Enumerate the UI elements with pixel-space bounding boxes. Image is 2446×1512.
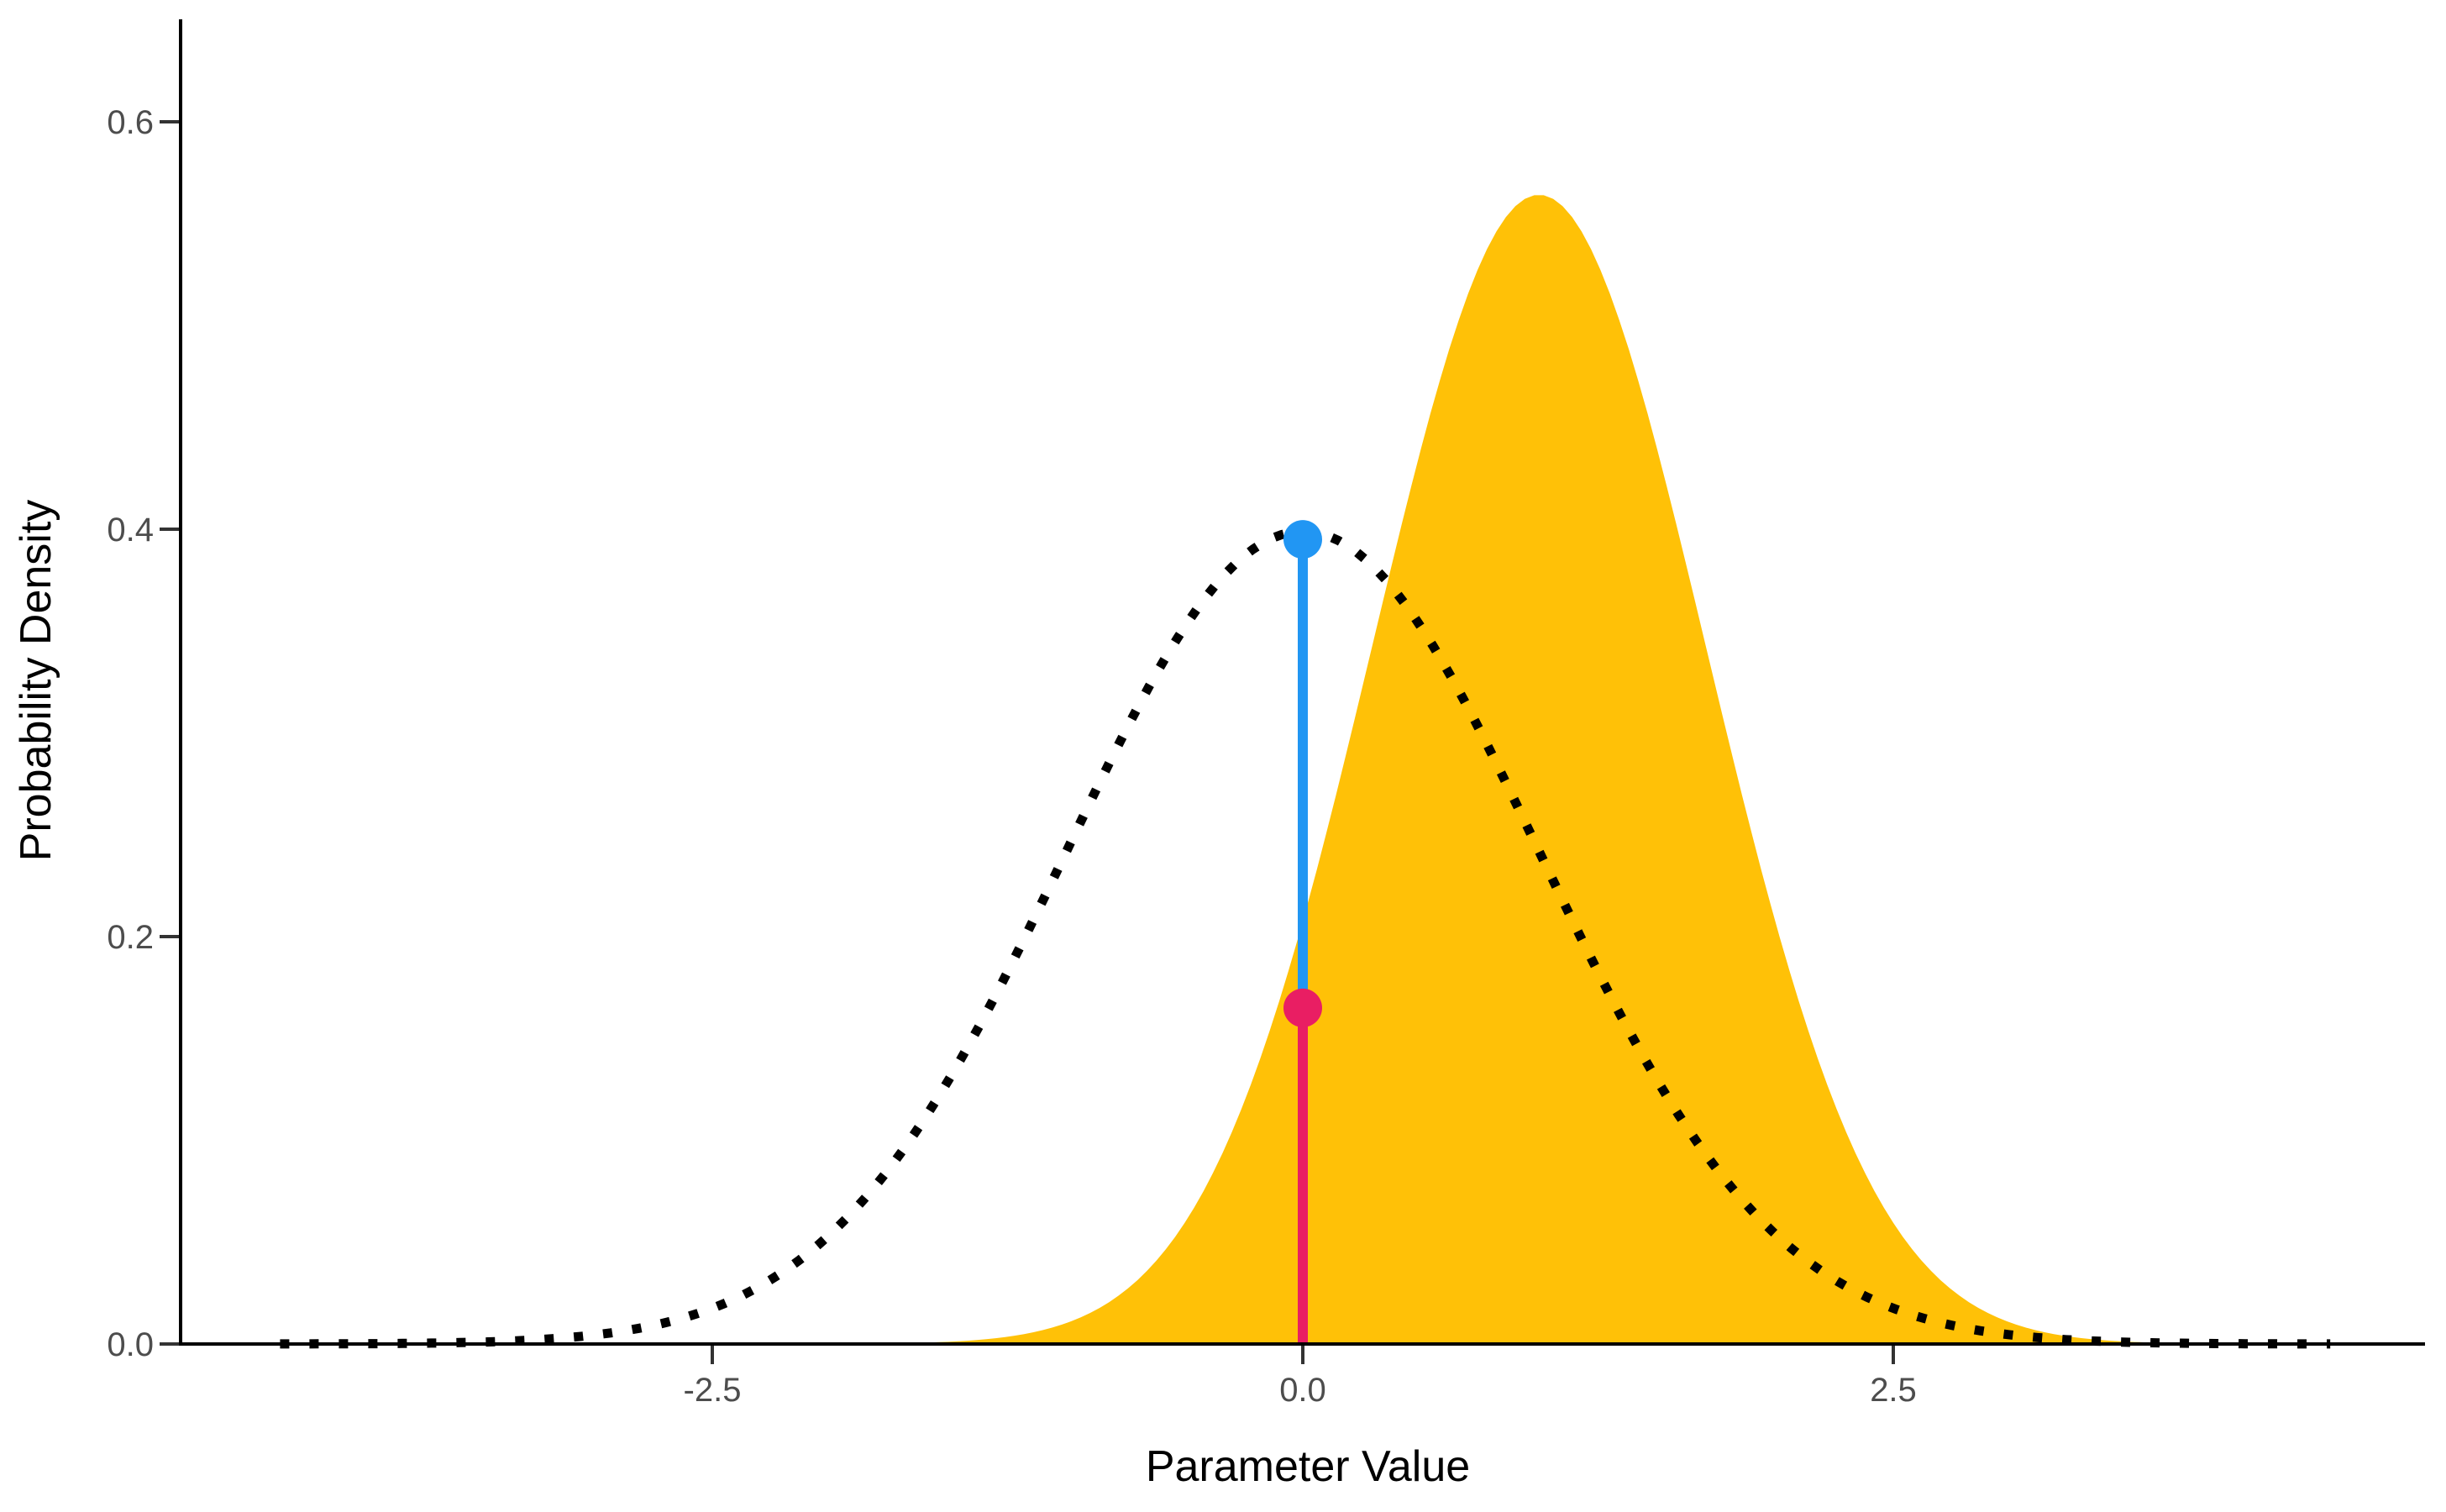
y-axis-title: Probability Density	[12, 500, 60, 862]
marker-dot-layer	[1283, 520, 1322, 1027]
posterior-density-marker-dot	[1283, 988, 1322, 1027]
x-tick-label: 0.0	[1279, 1372, 1326, 1409]
posterior-density-area	[712, 195, 2366, 1345]
posterior-density-area-layer	[712, 195, 2366, 1345]
y-tick-label: 0.0	[107, 1326, 154, 1363]
y-tick-label: 0.4	[107, 512, 154, 549]
y-axis-ticks: 0.0 0.2 0.4 0.6	[107, 104, 179, 1363]
prior-density-marker-dot	[1283, 520, 1322, 559]
y-tick-label: 0.2	[107, 919, 154, 956]
x-tick-label: -2.5	[684, 1372, 742, 1409]
x-axis-title: Parameter Value	[1146, 1442, 1470, 1491]
x-tick-label: 2.5	[1870, 1372, 1917, 1409]
x-axis-ticks: -2.5 0.0 2.5	[684, 1346, 1917, 1409]
axes: 0.0 0.2 0.4 0.6 -2.5 0.0 2.5	[107, 19, 2425, 1409]
y-tick-label: 0.6	[107, 104, 154, 141]
